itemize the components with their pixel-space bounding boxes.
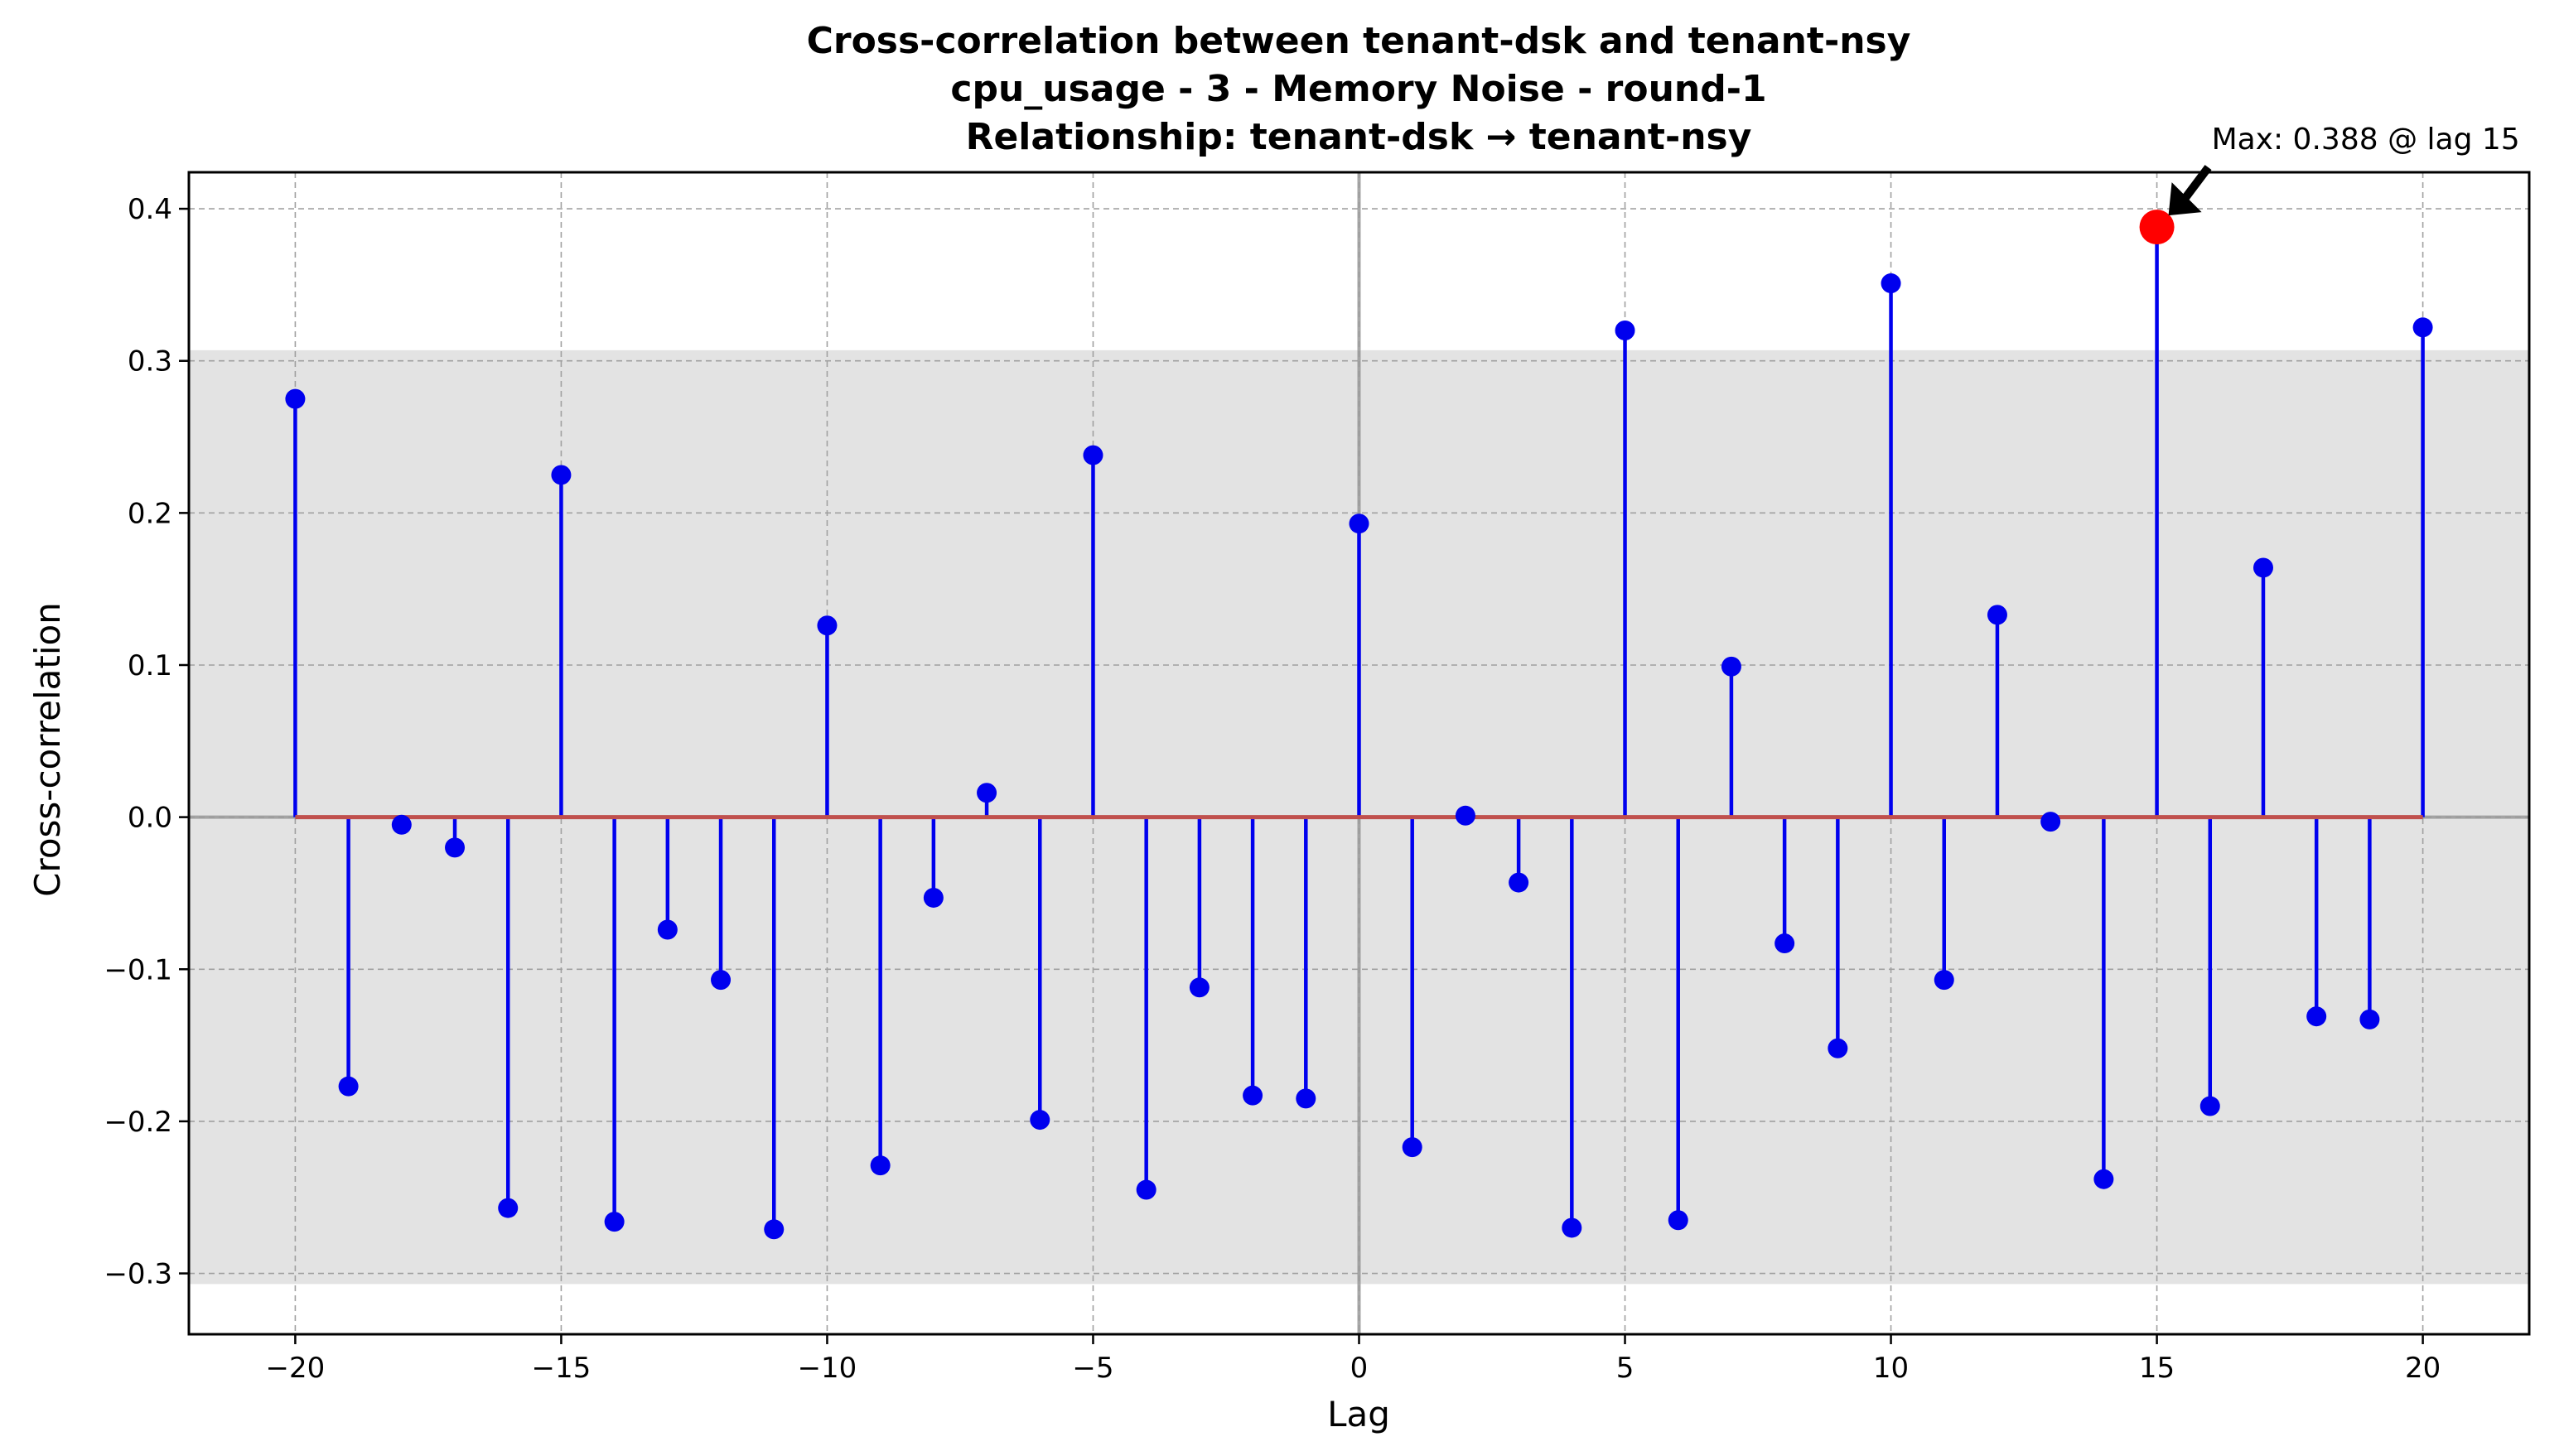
data-point xyxy=(498,1198,519,1218)
y-tick-label: 0.2 xyxy=(128,497,172,530)
x-tick-label: −15 xyxy=(532,1352,592,1385)
data-point xyxy=(1349,513,1369,534)
y-tick-label: 0.1 xyxy=(128,649,172,682)
data-point xyxy=(1402,1137,1422,1158)
data-point xyxy=(1828,1038,1848,1058)
x-tick-label: −5 xyxy=(1072,1352,1113,1385)
markers-layer xyxy=(285,210,2433,1240)
data-point xyxy=(1934,970,1954,991)
data-point xyxy=(1615,320,1635,340)
y-tick-label: 0.0 xyxy=(128,802,172,835)
data-point xyxy=(1987,605,2007,625)
data-point xyxy=(1775,933,1795,954)
data-point xyxy=(1509,872,1529,893)
data-point xyxy=(817,615,838,636)
data-point xyxy=(977,783,997,803)
data-point xyxy=(551,465,572,485)
max-annotation-label: Max: 0.388 @ lag 15 xyxy=(2212,123,2520,157)
data-point xyxy=(604,1212,625,1232)
data-point xyxy=(285,388,306,409)
data-point xyxy=(1296,1088,1316,1109)
data-point xyxy=(1668,1210,1688,1231)
data-point xyxy=(1455,805,1475,826)
data-point xyxy=(2093,1169,2114,1189)
data-point xyxy=(1562,1217,1582,1238)
y-tick-label: 0.4 xyxy=(128,193,172,226)
data-point xyxy=(2412,317,2433,338)
annotation-layer: Max: 0.388 @ lag 15 xyxy=(2168,123,2520,216)
y-tick-label: −0.2 xyxy=(104,1106,172,1139)
x-tick-label: 20 xyxy=(2405,1352,2441,1385)
x-tick-label: 5 xyxy=(1616,1352,1634,1385)
axes-layer: −20 −15 −10 −5 0 5 10 15 20 −0.3 −0.2 −0.1 0.0 0.1 0.2… xyxy=(104,171,2531,1385)
data-point xyxy=(923,887,944,908)
data-point xyxy=(1083,445,1103,465)
data-point xyxy=(1136,1179,1156,1200)
data-point xyxy=(1721,656,1741,677)
y-tick-label: −0.1 xyxy=(104,953,172,986)
chart-title-line-2: cpu_usage - 3 - Memory Noise - round-1 xyxy=(950,68,1766,110)
data-point xyxy=(2359,1009,2380,1029)
data-point xyxy=(657,919,678,940)
x-axis-label: Lag xyxy=(1327,1394,1390,1434)
y-axis-label: Cross-correlation xyxy=(27,602,68,897)
annotation-arrow-head xyxy=(2168,182,2202,216)
data-point xyxy=(870,1155,891,1176)
data-point xyxy=(445,837,466,858)
y-tick-label: 0.3 xyxy=(128,345,172,378)
x-tick-label: 10 xyxy=(1873,1352,1909,1385)
data-point xyxy=(2040,812,2061,832)
data-point xyxy=(764,1219,785,1240)
data-point xyxy=(2306,1006,2327,1027)
data-point xyxy=(1243,1085,1263,1106)
data-point xyxy=(2253,557,2273,578)
x-tick-label: 0 xyxy=(1350,1352,1369,1385)
data-point xyxy=(1881,273,1901,294)
chart-title-line-1: Cross-correlation between tenant-dsk and… xyxy=(807,20,1911,62)
x-tick-label: 15 xyxy=(2139,1352,2175,1385)
data-point xyxy=(1030,1110,1050,1131)
stems-layer xyxy=(293,227,2425,1230)
max-point-marker xyxy=(2139,210,2175,245)
data-point xyxy=(2199,1096,2220,1116)
data-point xyxy=(338,1076,359,1097)
data-point xyxy=(1189,977,1210,998)
chart-title-line-3: Relationship: tenant-dsk → tenant-nsy xyxy=(966,116,1752,158)
x-tick-label: −20 xyxy=(266,1352,326,1385)
y-tick-label: −0.3 xyxy=(104,1258,172,1291)
data-point xyxy=(711,970,732,991)
x-tick-label: −10 xyxy=(798,1352,857,1385)
data-point xyxy=(391,814,412,835)
